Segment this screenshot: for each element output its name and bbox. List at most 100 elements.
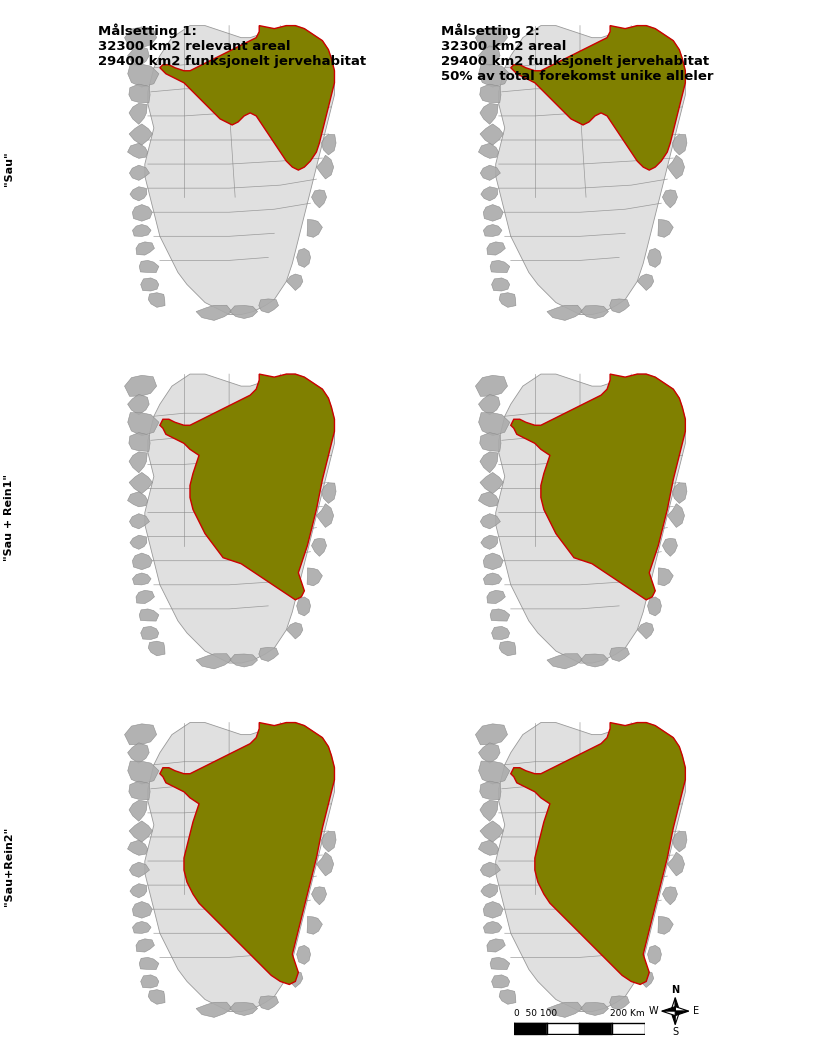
Polygon shape: [480, 472, 503, 493]
Polygon shape: [129, 800, 147, 822]
Polygon shape: [317, 155, 334, 178]
Polygon shape: [312, 190, 326, 208]
Polygon shape: [130, 884, 147, 898]
Polygon shape: [637, 970, 654, 987]
Polygon shape: [480, 84, 501, 102]
Polygon shape: [132, 573, 151, 585]
Polygon shape: [286, 274, 303, 290]
Polygon shape: [637, 274, 654, 290]
Polygon shape: [662, 1006, 676, 1012]
Polygon shape: [483, 225, 502, 237]
Text: N: N: [672, 985, 679, 995]
Polygon shape: [499, 293, 516, 307]
Polygon shape: [140, 278, 159, 291]
Polygon shape: [480, 452, 498, 473]
Polygon shape: [610, 996, 629, 1010]
Polygon shape: [672, 134, 687, 155]
Polygon shape: [487, 242, 505, 256]
Polygon shape: [307, 220, 322, 238]
Text: 200 Km: 200 Km: [610, 1008, 645, 1018]
Polygon shape: [547, 1002, 583, 1017]
Polygon shape: [479, 413, 510, 436]
Polygon shape: [312, 887, 326, 905]
Polygon shape: [658, 917, 673, 935]
Polygon shape: [511, 25, 685, 170]
Polygon shape: [672, 483, 687, 504]
Polygon shape: [127, 841, 148, 855]
Polygon shape: [129, 821, 153, 842]
Polygon shape: [478, 841, 499, 855]
Polygon shape: [499, 989, 516, 1004]
Polygon shape: [676, 1012, 689, 1016]
Polygon shape: [125, 26, 157, 48]
Polygon shape: [581, 654, 609, 667]
Polygon shape: [127, 144, 148, 158]
Polygon shape: [322, 483, 336, 504]
Polygon shape: [259, 647, 278, 661]
Polygon shape: [663, 539, 677, 557]
Polygon shape: [322, 831, 336, 852]
Polygon shape: [676, 998, 680, 1012]
Polygon shape: [479, 761, 510, 785]
Polygon shape: [259, 299, 278, 313]
Text: E: E: [693, 1006, 698, 1016]
Text: S: S: [672, 1027, 678, 1037]
Polygon shape: [478, 144, 499, 158]
Polygon shape: [132, 902, 153, 918]
Polygon shape: [581, 305, 609, 319]
Polygon shape: [676, 1006, 689, 1012]
Polygon shape: [480, 124, 503, 145]
Polygon shape: [132, 225, 151, 237]
Polygon shape: [637, 622, 654, 639]
Polygon shape: [129, 84, 150, 102]
Polygon shape: [667, 852, 685, 875]
Polygon shape: [667, 504, 685, 527]
Polygon shape: [130, 165, 149, 181]
Polygon shape: [307, 568, 322, 586]
Polygon shape: [481, 165, 500, 181]
Text: "Sau + Rein1": "Sau + Rein1": [4, 474, 14, 561]
Polygon shape: [499, 641, 516, 656]
Polygon shape: [487, 939, 505, 953]
Polygon shape: [476, 375, 508, 396]
Polygon shape: [483, 553, 503, 569]
Polygon shape: [667, 155, 685, 178]
Polygon shape: [491, 626, 510, 640]
Polygon shape: [144, 722, 335, 1012]
Polygon shape: [476, 26, 508, 48]
Polygon shape: [487, 590, 505, 604]
Polygon shape: [478, 492, 499, 507]
Polygon shape: [127, 45, 149, 67]
Polygon shape: [128, 413, 159, 436]
Polygon shape: [663, 190, 677, 208]
Polygon shape: [132, 553, 153, 569]
Text: "Sau": "Sau": [4, 152, 14, 186]
Text: Målsetting 1:
32300 km2 relevant areal
29400 km2 funksjonelt jervehabitat: Målsetting 1: 32300 km2 relevant areal 2…: [98, 23, 366, 68]
Polygon shape: [286, 970, 303, 987]
Polygon shape: [140, 609, 159, 621]
Polygon shape: [663, 887, 677, 905]
Polygon shape: [481, 862, 500, 878]
Text: Målsetting 2:
32300 km2 areal
29400 km2 funksjonelt jervehabitat
50% av total fo: Målsetting 2: 32300 km2 areal 29400 km2 …: [441, 23, 713, 82]
Polygon shape: [478, 394, 500, 415]
Polygon shape: [490, 261, 510, 272]
Polygon shape: [297, 597, 311, 616]
Polygon shape: [140, 626, 159, 640]
Polygon shape: [144, 374, 335, 663]
Polygon shape: [160, 374, 335, 600]
Polygon shape: [140, 261, 159, 272]
Polygon shape: [491, 975, 510, 988]
Polygon shape: [127, 492, 148, 507]
Polygon shape: [132, 205, 153, 221]
Polygon shape: [160, 722, 335, 984]
Polygon shape: [547, 654, 583, 668]
Polygon shape: [286, 622, 303, 639]
Polygon shape: [658, 220, 673, 238]
Polygon shape: [136, 242, 154, 256]
Polygon shape: [128, 64, 159, 88]
Polygon shape: [322, 134, 336, 155]
Polygon shape: [297, 248, 311, 267]
Polygon shape: [676, 1012, 680, 1024]
Polygon shape: [196, 1002, 232, 1017]
Polygon shape: [648, 248, 662, 267]
